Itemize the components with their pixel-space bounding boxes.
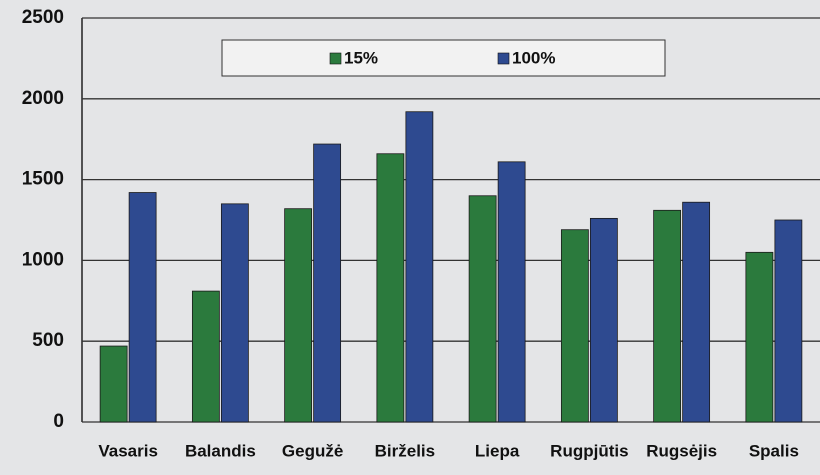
y-tick-label: 1000 — [22, 249, 64, 270]
y-tick-label: 2500 — [22, 7, 64, 28]
y-tick-label: 0 — [53, 411, 64, 432]
bar — [497, 161, 526, 423]
bar — [191, 290, 220, 423]
bar — [682, 201, 711, 423]
x-tick-label: Birželis — [375, 441, 435, 460]
legend-swatch — [497, 52, 510, 65]
bar — [774, 219, 803, 423]
legend-label: 15% — [344, 48, 378, 67]
x-tick-label: Spalis — [749, 441, 799, 460]
legend-swatch — [329, 52, 342, 65]
y-tick-label: 500 — [32, 330, 64, 351]
x-tick-label: Rugsėjis — [646, 441, 717, 460]
x-tick-label: Gegužė — [282, 441, 343, 460]
y-tick-label: 2000 — [22, 88, 64, 109]
bar — [220, 203, 249, 423]
bar — [560, 229, 589, 423]
legend-label: 100% — [512, 48, 555, 67]
bar — [405, 111, 434, 423]
bar — [313, 143, 342, 423]
x-tick-label: Liepa — [475, 441, 520, 460]
y-tick-label: 1500 — [22, 169, 64, 190]
x-tick-label: Balandis — [185, 441, 256, 460]
bar — [376, 153, 405, 423]
bar — [284, 208, 313, 423]
bar — [653, 209, 682, 423]
bar — [99, 345, 128, 423]
bar — [745, 251, 774, 423]
legend-box — [221, 39, 666, 77]
bar — [128, 192, 157, 423]
x-tick-label: Rugpjūtis — [550, 441, 628, 460]
x-tick-label: Vasaris — [98, 441, 158, 460]
bar — [468, 195, 497, 423]
bar — [589, 217, 618, 423]
